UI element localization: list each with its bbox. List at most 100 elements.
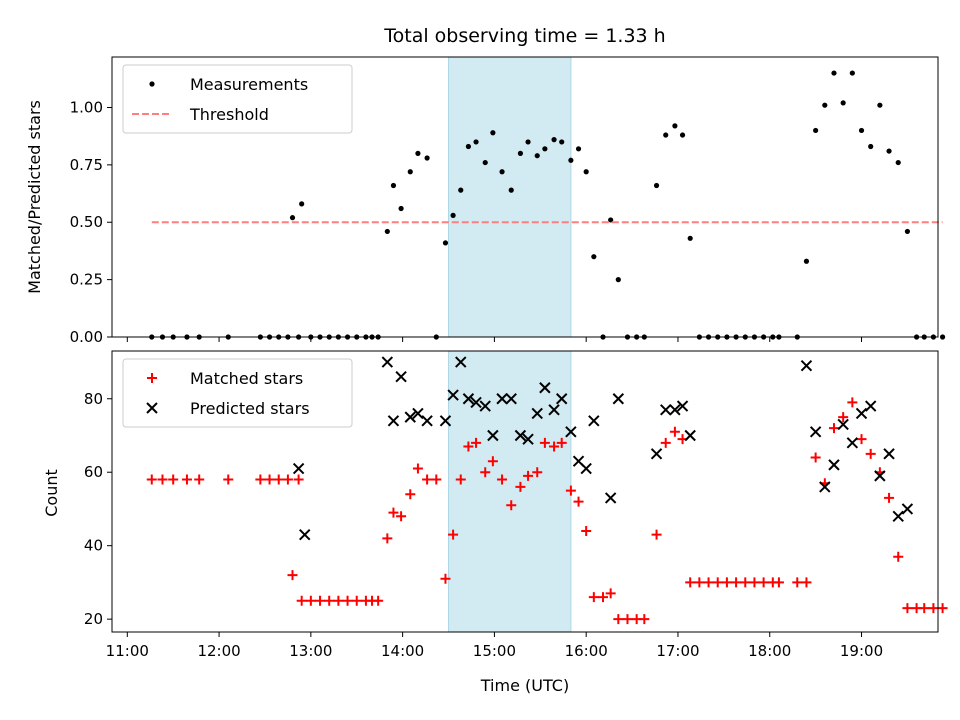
predicted-star-point (447, 389, 459, 401)
legend: Measurements Threshold (122, 64, 353, 134)
matched-star-point (471, 437, 482, 448)
legend-label: Measurements (190, 75, 308, 94)
matched-star-point (448, 529, 459, 540)
measurement-point (508, 187, 514, 193)
matched-star-point (351, 595, 362, 606)
matched-star-point (146, 474, 157, 485)
predicted-star-point (387, 415, 400, 427)
predicted-star-point (462, 393, 475, 405)
legend: Matched stars Predicted stars (122, 358, 353, 428)
predicted-star-point (496, 393, 508, 405)
matched-star-point (373, 595, 384, 606)
matched-star-point (412, 463, 423, 474)
matched-star-point (884, 492, 895, 503)
predicted-star-point (412, 407, 424, 420)
matched-star-point (523, 470, 534, 481)
matched-star-point (305, 595, 316, 606)
predicted-star-point (487, 429, 499, 442)
measurement-point (886, 148, 892, 154)
x-tick-label: 12:00 (197, 642, 240, 660)
measurement-point (551, 137, 557, 143)
predicted-star-point (883, 448, 895, 460)
measurement-point (575, 146, 582, 152)
matched-star-point (168, 474, 179, 485)
y-axis-label-ratio: Matched/Predicted stars (25, 100, 44, 294)
matched-star-point (396, 511, 407, 522)
measurement-point (687, 235, 693, 241)
matched-star-point (506, 500, 517, 511)
matched-star-point (556, 437, 567, 448)
x-axis-label: Time (UTC) (480, 676, 569, 695)
measurement-point (289, 215, 296, 221)
panel-counts: 20 40 60 80 11:00 12:00 13:00 14:00 15:00 16:00 17… (84, 350, 948, 660)
measurement-point (473, 139, 479, 145)
predicted-star-point (514, 429, 527, 442)
predicted-star-point (874, 470, 886, 482)
measurement-point (450, 212, 456, 218)
x-tick-label: 15:00 (473, 642, 516, 660)
matched-star-point (181, 474, 192, 485)
predicted-star-point (439, 415, 452, 427)
x-tick-label: 19:00 (840, 642, 883, 660)
predicted-star-point (800, 359, 813, 372)
predicted-star-point (505, 393, 517, 405)
matched-star-point (598, 592, 609, 603)
matched-star-point (937, 603, 948, 614)
predicted-star-point (404, 411, 416, 423)
matched-star-point (255, 474, 266, 485)
y-tick-label: 0.50 (70, 213, 103, 231)
matched-star-point (382, 533, 393, 544)
predicted-star-point (855, 407, 868, 420)
measurement-point (840, 100, 846, 106)
measurement-point (679, 132, 686, 138)
predicted-star-point (421, 415, 433, 427)
plot-frame (111, 56, 939, 338)
matched-star-point (749, 577, 760, 588)
matched-star-point (539, 437, 550, 448)
measurement-point (415, 150, 421, 156)
measurement-point (813, 127, 819, 134)
matched-star-point (703, 577, 714, 588)
measurement-point (559, 139, 565, 145)
matched-star-point (333, 595, 344, 606)
measurement-point (458, 187, 464, 193)
matched-star-point (194, 474, 205, 485)
matched-star-point (405, 489, 416, 500)
matched-star-point (801, 577, 812, 588)
y-tick-label: 1.00 (70, 98, 103, 116)
measurement-point (583, 169, 589, 175)
matched-star-point (865, 448, 876, 459)
matched-star-point (838, 412, 849, 423)
predicted-star-point (381, 356, 394, 368)
measurement-point (517, 150, 524, 156)
matched-star-point (549, 441, 560, 452)
measurement-point (868, 143, 874, 150)
measurement-point (499, 169, 505, 175)
predicted-star-point (676, 400, 689, 412)
matched-star-point (893, 551, 904, 562)
matched-star-point (605, 588, 616, 599)
matched-star-point (828, 423, 839, 434)
predicted-star-point (837, 418, 849, 431)
matched-star-point (902, 603, 913, 614)
matched-star-point (694, 577, 705, 588)
predicted-star-point (650, 448, 663, 460)
matched-star-point (157, 474, 168, 485)
predicted-star-point (556, 393, 568, 405)
x-tick-label: 11:00 (106, 642, 149, 660)
measurement-point (904, 228, 911, 235)
measurement-point (831, 70, 837, 76)
matched-star-point (455, 474, 466, 485)
measurement-point (653, 182, 660, 189)
matched-star-point (622, 614, 633, 625)
predicted-star-point (660, 404, 672, 416)
legend-label: Predicted stars (190, 399, 310, 418)
measurement-point (803, 258, 810, 264)
matched-star-point (293, 474, 304, 485)
measurement-point (939, 334, 946, 340)
matched-star-point (847, 397, 858, 408)
predicted-star-point (864, 400, 877, 412)
predicted-star-point (292, 462, 305, 475)
matched-star-point (440, 573, 451, 584)
